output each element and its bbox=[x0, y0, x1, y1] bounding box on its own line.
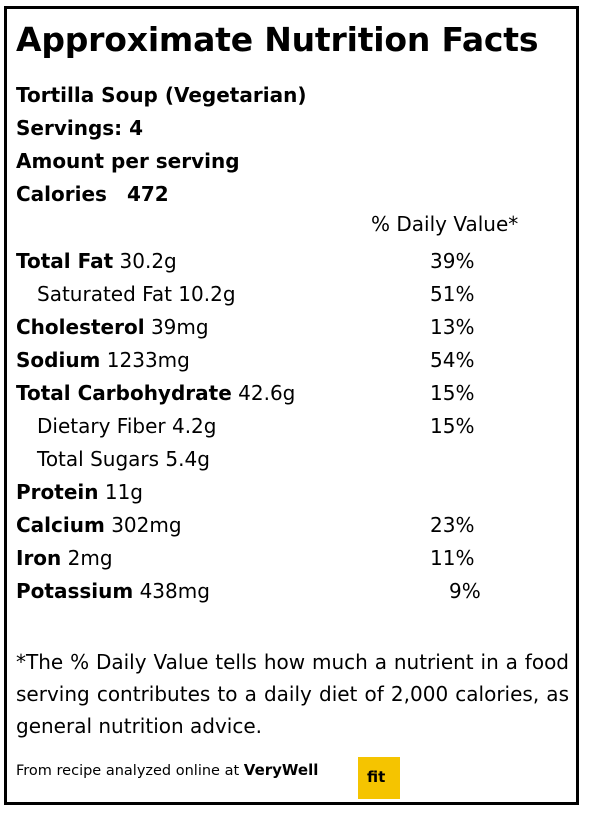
nutrient-dv: 23% bbox=[430, 513, 475, 537]
nutrient-amount: 2mg bbox=[67, 546, 113, 570]
source-brand: VeryWell bbox=[243, 761, 319, 779]
nutrient-row-potassium: Potassium 438mg 9% bbox=[16, 579, 577, 609]
nutrient-amount: 39mg bbox=[150, 315, 209, 339]
nutrient-name: Sodium bbox=[16, 348, 101, 372]
calories-value: 472 bbox=[126, 182, 169, 206]
nutrient-dv: 15% bbox=[430, 381, 475, 405]
nutrient-dv: 54% bbox=[430, 348, 475, 372]
nutrient-dv: 9% bbox=[449, 579, 481, 603]
source-line: From recipe analyzed online at VeryWell bbox=[16, 761, 318, 779]
daily-value-footnote: *The % Daily Value tells how much a nutr… bbox=[16, 650, 569, 738]
nutrient-row-calcium: Calcium 302mg 23% bbox=[16, 513, 577, 543]
nutrient-row-cholesterol: Cholesterol 39mg 13% bbox=[16, 315, 577, 345]
nutrient-amount: 42.6g bbox=[238, 381, 296, 405]
nutrient-row-dietary-fiber: Dietary Fiber 4.2g 15% bbox=[16, 414, 577, 444]
nutrient-name: Protein bbox=[16, 480, 99, 504]
nutrient-name: Potassium bbox=[16, 579, 134, 603]
nutrient-amount: 438mg bbox=[139, 579, 210, 603]
source-text: From recipe analyzed online at bbox=[16, 763, 240, 779]
nutrient-row-total-sugars: Total Sugars 5.4g bbox=[16, 447, 577, 477]
nutrient-name: Cholesterol bbox=[16, 315, 145, 339]
nutrient-dv: 15% bbox=[430, 414, 475, 438]
logo-badge-text: fit bbox=[367, 768, 386, 786]
nutrient-row-protein: Protein 11g bbox=[16, 480, 577, 510]
nutrient-name: Iron bbox=[16, 546, 62, 570]
nutrient-name: Dietary Fiber bbox=[37, 414, 166, 438]
nutrient-amount: 5.4g bbox=[165, 447, 210, 471]
nutrient-name: Total Fat bbox=[16, 249, 114, 273]
nutrient-amount: 30.2g bbox=[119, 249, 177, 273]
nutrient-dv: 11% bbox=[430, 546, 475, 570]
verywell-fit-logo: fit bbox=[358, 757, 400, 799]
label-title: Approximate Nutrition Facts bbox=[16, 20, 539, 59]
nutrient-dv: 13% bbox=[430, 315, 475, 339]
nutrient-dv: 39% bbox=[430, 249, 475, 273]
nutrient-row-total-fat: Total Fat 30.2g 39% bbox=[16, 249, 577, 279]
calories-label: Calories bbox=[16, 182, 107, 206]
nutrient-row-iron: Iron 2mg 11% bbox=[16, 546, 577, 576]
nutrient-amount: 11g bbox=[104, 480, 143, 504]
nutrient-name: Total Sugars bbox=[37, 447, 160, 471]
nutrient-amount: 302mg bbox=[111, 513, 182, 537]
nutrient-row-sodium: Sodium 1233mg 54% bbox=[16, 348, 577, 378]
nutrition-label bbox=[4, 6, 579, 805]
nutrient-amount: 1233mg bbox=[106, 348, 190, 372]
nutrient-dv: 51% bbox=[430, 282, 475, 306]
amount-per-serving: Amount per serving bbox=[16, 149, 240, 173]
nutrient-row-saturated-fat: Saturated Fat 10.2g 51% bbox=[16, 282, 577, 312]
nutrient-row-total-carbohydrate: Total Carbohydrate 42.6g 15% bbox=[16, 381, 577, 411]
nutrient-name: Saturated Fat bbox=[37, 282, 172, 306]
servings: Servings: 4 bbox=[16, 116, 144, 140]
nutrient-name: Total Carbohydrate bbox=[16, 381, 232, 405]
nutrient-name: Calcium bbox=[16, 513, 105, 537]
nutrient-amount: 4.2g bbox=[171, 414, 217, 438]
nutrient-amount: 10.2g bbox=[178, 282, 236, 306]
daily-value-header: % Daily Value* bbox=[371, 212, 519, 236]
recipe-name: Tortilla Soup (Vegetarian) bbox=[16, 83, 307, 107]
calories-row: Calories 472 bbox=[16, 182, 169, 206]
